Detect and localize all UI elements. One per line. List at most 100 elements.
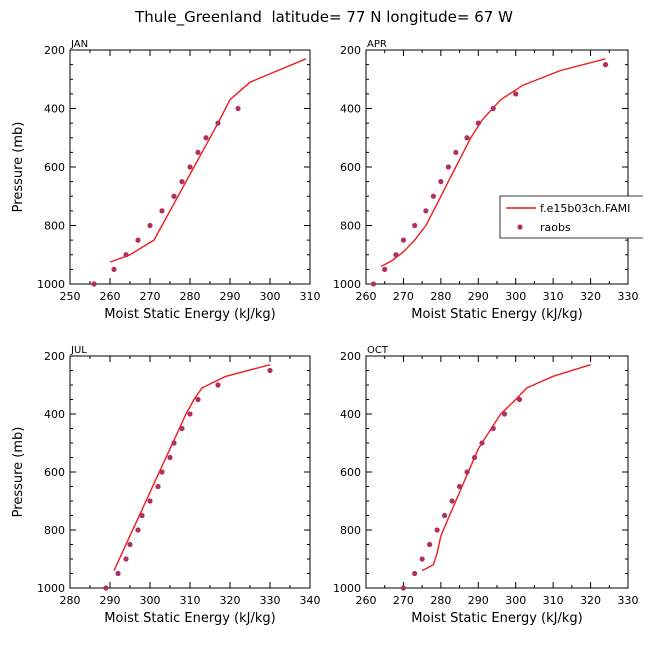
page-title: Thule_Greenland latitude= 77 N longitude… [134, 8, 513, 27]
panel-jan: 250 260 270 280 290 300 310 200 400 600 800 1000 JAN… [11, 39, 321, 322]
raobs-point [445, 164, 451, 170]
legend-model-label: f.e15b03ch.FAMI [540, 202, 630, 215]
raobs-point [464, 135, 470, 141]
raobs-point [479, 440, 485, 446]
raobs-point [423, 208, 429, 214]
raobs-point [215, 382, 221, 388]
x-tick-label: 320 [580, 290, 601, 303]
raobs-point [167, 454, 173, 461]
x-tick-label: 280 [60, 594, 81, 607]
raobs-point [111, 266, 117, 272]
raobs-point [501, 411, 508, 417]
y-tick-label: 600 [340, 161, 361, 174]
x-axis-label: Moist Static Energy (kJ/kg) [104, 307, 275, 322]
x-tick-label: 280 [180, 290, 201, 303]
legend-obs-label: raobs [540, 221, 571, 234]
plot-frame [365, 355, 629, 589]
raobs-point [382, 266, 388, 272]
raobs-point [427, 541, 433, 548]
x-tick-label: 320 [580, 594, 601, 607]
raobs-point [453, 149, 459, 155]
x-tick-label: 290 [468, 290, 489, 303]
raobs-point [135, 527, 141, 533]
y-tick-label: 200 [340, 350, 361, 363]
x-tick-label: 290 [468, 594, 489, 607]
raobs-point [127, 541, 133, 548]
y-tick-label: 1000 [333, 582, 361, 595]
raobs-point [155, 483, 161, 490]
x-tick-label: 330 [618, 290, 639, 303]
x-axis-label: Moist Static Energy (kJ/kg) [411, 611, 582, 626]
y-tick-label: 800 [340, 524, 361, 537]
raobs-point [430, 193, 436, 199]
y-tick-label: 400 [44, 103, 65, 116]
raobs-point [135, 237, 141, 243]
x-tick-label: 270 [393, 594, 414, 607]
x-tick-label: 290 [220, 290, 241, 303]
x-tick-label: 300 [505, 594, 526, 607]
raobs-point [195, 149, 201, 155]
raobs-point [464, 469, 470, 475]
raobs-point [235, 105, 241, 112]
raobs-point [171, 440, 177, 446]
x-tick-label: 280 [430, 290, 451, 303]
raobs-point [393, 252, 399, 258]
x-tick-label: 270 [393, 290, 414, 303]
y-axis-label: Pressure (mb) [11, 122, 26, 213]
raobs-point [195, 396, 201, 403]
y-tick-label: 800 [44, 220, 65, 233]
raobs-point [370, 281, 377, 287]
raobs-point [471, 454, 478, 461]
plot-frame [69, 355, 311, 589]
legend-box [499, 195, 643, 239]
raobs-point [438, 179, 444, 185]
raobs-point [434, 527, 440, 533]
model-line [113, 364, 271, 571]
x-tick-label: 260 [356, 290, 377, 303]
raobs-point [412, 570, 418, 577]
x-tick-label: 290 [100, 594, 121, 607]
y-tick-label: 600 [44, 466, 65, 479]
panel-label: APR [367, 39, 387, 50]
y-tick-label: 600 [340, 466, 361, 479]
raobs-point [419, 556, 425, 562]
x-tick-label: 300 [505, 290, 526, 303]
y-tick-label: 200 [44, 350, 65, 363]
x-tick-label: 300 [260, 290, 281, 303]
raobs-point [115, 570, 121, 577]
x-tick-label: 340 [300, 594, 321, 607]
legend: f.e15b03ch.FAMI raobs [499, 195, 643, 239]
raobs-point [139, 512, 145, 519]
panel-jul: 280 290 300 310 320 330 340 200 400 600 800 1000 JUL… [11, 345, 321, 626]
y-tick-label: 200 [340, 44, 361, 57]
x-tick-label: 280 [430, 594, 451, 607]
model-line [380, 58, 606, 268]
raobs-point [400, 237, 407, 243]
y-tick-label: 600 [44, 161, 65, 174]
y-tick-label: 1000 [37, 582, 65, 595]
model-line [421, 364, 591, 572]
panels: 250 260 270 280 290 300 310 200 400 600 800 1000 JAN… [11, 39, 643, 626]
x-tick-label: 330 [260, 594, 281, 607]
y-tick-label: 1000 [333, 278, 361, 291]
panel-oct: 260 270 280 290 300 310 320 330 200 400 600 800 1000… [333, 345, 639, 626]
y-tick-label: 800 [340, 220, 361, 233]
raobs-point [475, 120, 481, 126]
panel-label: JAN [70, 39, 88, 50]
y-tick-label: 200 [44, 44, 65, 57]
x-tick-label: 320 [220, 594, 241, 607]
x-tick-label: 310 [300, 290, 321, 303]
raobs-point [267, 367, 273, 374]
y-tick-label: 1000 [37, 278, 65, 291]
raobs-point [179, 179, 185, 185]
x-tick-label: 330 [618, 594, 639, 607]
x-tick-label: 250 [60, 290, 81, 303]
raobs-point [103, 585, 109, 591]
raobs-point [400, 585, 407, 591]
raobs-point [513, 91, 519, 97]
raobs-point [602, 62, 609, 68]
x-tick-label: 300 [140, 594, 161, 607]
raobs-point [516, 396, 523, 403]
y-tick-label: 400 [44, 408, 65, 421]
raobs-point [159, 469, 165, 475]
